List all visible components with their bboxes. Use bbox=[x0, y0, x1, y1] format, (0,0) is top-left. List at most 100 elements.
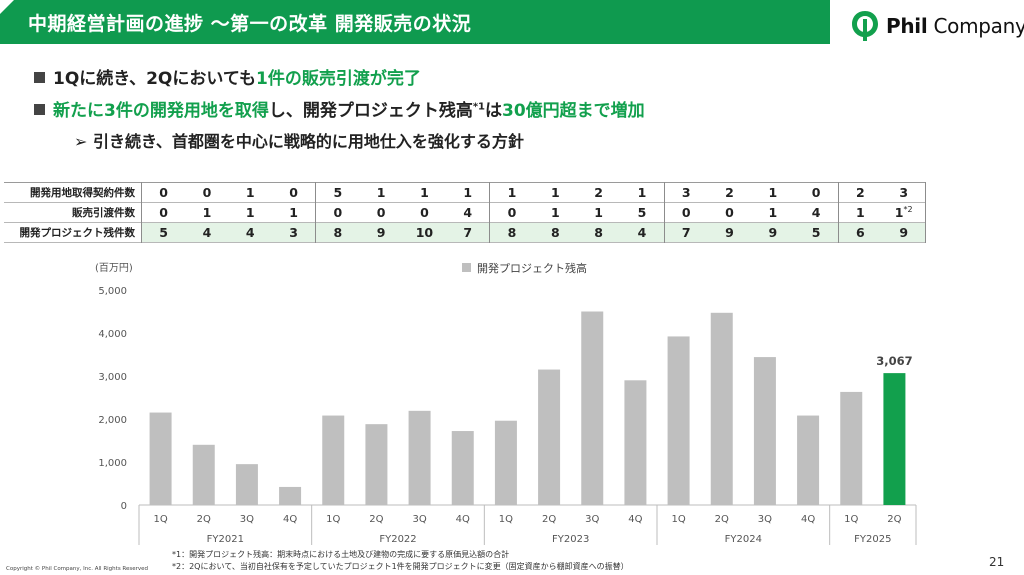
table-row: 販売引渡件数 0 1 1 1 0 0 0 4 0 1 1 5 0 0 1 4 1 1*2 bbox=[4, 202, 927, 223]
footnote-1: *1：開発プロジェクト残高：期末時点における土地及び建物の完成に要する原価見込額… bbox=[172, 550, 510, 559]
table-cell: 1 bbox=[550, 205, 560, 220]
x-tick-label: 2Q bbox=[887, 514, 901, 525]
legend-label: 開発プロジェクト残高 bbox=[477, 261, 587, 275]
bar bbox=[581, 311, 604, 505]
header-bar bbox=[0, 0, 830, 44]
bar bbox=[279, 486, 302, 505]
table-cell: 8 bbox=[489, 222, 534, 243]
table-cell: 1 bbox=[489, 182, 534, 203]
table-cell: 1 bbox=[637, 185, 647, 200]
table-cell: 3 bbox=[663, 182, 708, 203]
bar bbox=[538, 369, 561, 505]
footnote-2: *2：2Qにおいて、当初自社保有を予定していたプロジェクト1件を開発プロジェクト… bbox=[172, 562, 629, 571]
quarterly-stats-table: 開発用地取得契約件数 0 0 1 0 5 1 1 1 1 1 2 1 3 2 1 0 2 3 販売引渡件数 0 1 1 1 0 0… bbox=[4, 182, 927, 243]
y-tick-label: 2,000 bbox=[98, 415, 127, 426]
y-tick-label: 0 bbox=[121, 501, 127, 512]
y-unit-label: (百万円) bbox=[95, 262, 133, 274]
bar bbox=[624, 380, 647, 505]
table-cell: 4 bbox=[620, 222, 665, 243]
table-cell: 0 bbox=[725, 205, 734, 220]
data-label: 3,067 bbox=[876, 354, 912, 368]
table-cell: 8 bbox=[576, 222, 621, 243]
table-cell: 0 bbox=[315, 202, 360, 223]
header-corner-notch bbox=[0, 0, 14, 14]
row-label: 開発プロジェクト残件数 bbox=[19, 227, 136, 239]
bar bbox=[322, 415, 345, 505]
table-cell: 1 bbox=[768, 205, 778, 220]
table-cell: 1 bbox=[245, 205, 255, 220]
table-cell: 5 bbox=[637, 205, 647, 220]
table-cell: 1 bbox=[202, 205, 212, 220]
table-cell: 1 bbox=[463, 185, 473, 200]
table-cell: 0 bbox=[141, 182, 186, 203]
table-cell: 4 bbox=[228, 222, 272, 243]
table-cell: 1 bbox=[837, 202, 883, 223]
project-balance-chart: (百万円) 開発プロジェクト残高 0 1,000 2,000 3,000 4,000 5,00… bbox=[95, 261, 917, 545]
table-cell: 5 bbox=[794, 222, 839, 243]
group-label: FY2025 bbox=[854, 534, 891, 545]
y-tick-label: 3,000 bbox=[98, 372, 127, 383]
bar bbox=[797, 415, 820, 505]
x-tick-label: 2Q bbox=[715, 514, 729, 525]
x-tick-label: 3Q bbox=[412, 514, 426, 525]
x-tick-label: 1Q bbox=[671, 514, 685, 525]
x-tick-label: 1Q bbox=[153, 514, 167, 525]
bar bbox=[840, 391, 863, 505]
table-row: 開発用地取得契約件数 0 0 1 0 5 1 1 1 1 1 2 1 3 2 1 0 2 3 bbox=[4, 182, 927, 203]
table-cell: 2 bbox=[594, 185, 603, 200]
row-label: 販売引渡件数 bbox=[72, 207, 135, 219]
bar bbox=[192, 444, 215, 505]
x-tick-label: 3Q bbox=[585, 514, 599, 525]
bullet-acquisition: 新たに3件の開発用地を取得し、開発プロジェクト残高*1は30億円超まで増加 bbox=[34, 96, 645, 121]
page-title: 中期経営計画の進捗 〜第一の改革 開発販売の状況 bbox=[28, 13, 472, 35]
y-tick-label: 1,000 bbox=[98, 458, 127, 469]
table-cell: 8 bbox=[533, 222, 577, 243]
footnote-marker: *2 bbox=[903, 204, 913, 214]
logo-text: Phil Company bbox=[886, 14, 1024, 38]
table-cell: 9 bbox=[707, 222, 752, 243]
table-cell: 1 bbox=[420, 185, 429, 200]
bar bbox=[451, 431, 474, 505]
x-tick-label: 4Q bbox=[283, 514, 297, 525]
table-cell: 0 bbox=[663, 202, 708, 223]
table-cell: 4 bbox=[811, 205, 821, 220]
header-slant bbox=[796, 0, 830, 44]
table-cell: 0 bbox=[811, 185, 821, 200]
table-cell: 0 bbox=[376, 205, 386, 220]
table-cell: 2 bbox=[725, 185, 734, 200]
company-logo: Phil Company bbox=[850, 8, 1024, 42]
table-cell: 9 bbox=[751, 222, 795, 243]
table-cell: 1 bbox=[550, 185, 560, 200]
group-label: FY2023 bbox=[552, 534, 589, 545]
group-label: FY2024 bbox=[725, 534, 762, 545]
x-tick-label: 4Q bbox=[801, 514, 815, 525]
legend-swatch bbox=[462, 263, 471, 272]
x-tick-label: 2Q bbox=[369, 514, 383, 525]
table-cell: 7 bbox=[446, 222, 490, 243]
table-cell: 1 bbox=[594, 205, 603, 220]
table-cell: 6 bbox=[837, 222, 883, 243]
sub-bullet-policy: ➢ 引き続き、首都圏を中心に戦略的に用地仕入を強化する方針 bbox=[74, 132, 524, 151]
table-cell: 1 bbox=[289, 205, 298, 220]
x-tick-label: 1Q bbox=[326, 514, 340, 525]
page-number: 21 bbox=[989, 555, 1005, 569]
bar bbox=[494, 420, 517, 505]
bar bbox=[667, 336, 690, 505]
table-cell: 4 bbox=[185, 222, 229, 243]
bar bbox=[235, 464, 258, 505]
x-tick-label: 4Q bbox=[628, 514, 642, 525]
table-cell: 0 bbox=[202, 185, 212, 200]
x-tick-label: 4Q bbox=[456, 514, 470, 525]
table-cell: 9 bbox=[882, 222, 927, 243]
table-cell: 8 bbox=[315, 222, 360, 243]
table-cell: 5 bbox=[315, 182, 360, 203]
table-cell: 7 bbox=[663, 222, 708, 243]
y-tick-label: 5,000 bbox=[98, 286, 127, 297]
table-cell: 1 bbox=[245, 185, 255, 200]
bar bbox=[710, 312, 733, 505]
table-cell: 1 bbox=[376, 185, 386, 200]
table-cell: 1*2 bbox=[882, 202, 927, 223]
table-cell: 0 bbox=[420, 205, 429, 220]
table-cell: 0 bbox=[141, 202, 186, 223]
table-cell: 0 bbox=[489, 202, 534, 223]
